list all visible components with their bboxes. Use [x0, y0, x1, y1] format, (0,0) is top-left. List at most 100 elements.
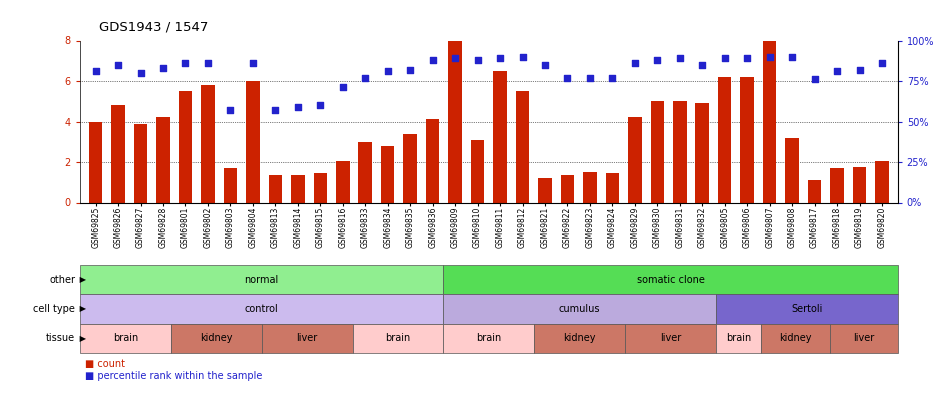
Bar: [291, 175, 305, 202]
Point: [358, 75, 373, 81]
Bar: [471, 140, 484, 202]
Text: normal: normal: [244, 275, 279, 285]
Point: [111, 62, 126, 68]
Bar: [628, 117, 642, 202]
Bar: [224, 168, 237, 202]
Bar: [358, 142, 372, 202]
Bar: [80, 294, 444, 324]
Bar: [605, 173, 619, 202]
Point: [672, 55, 687, 62]
Point: [380, 68, 395, 75]
Bar: [741, 77, 754, 202]
Bar: [171, 324, 261, 353]
Text: brain: brain: [477, 333, 501, 343]
Text: somatic clone: somatic clone: [636, 275, 704, 285]
Text: kidney: kidney: [563, 333, 596, 343]
Bar: [133, 124, 148, 202]
Bar: [761, 324, 829, 353]
Text: ■ percentile rank within the sample: ■ percentile rank within the sample: [85, 371, 262, 381]
Text: liver: liver: [296, 333, 318, 343]
Bar: [89, 122, 102, 202]
Text: ▶: ▶: [77, 275, 86, 284]
Text: cumulus: cumulus: [559, 304, 601, 314]
Point: [515, 53, 530, 60]
Text: control: control: [244, 304, 278, 314]
Point: [313, 102, 328, 109]
Bar: [516, 91, 529, 202]
Point: [717, 55, 732, 62]
Bar: [763, 40, 776, 202]
Text: GDS1943 / 1547: GDS1943 / 1547: [99, 20, 208, 33]
Text: ▶: ▶: [77, 305, 86, 313]
Point: [402, 66, 417, 73]
Bar: [539, 178, 552, 202]
Bar: [80, 265, 444, 294]
Bar: [560, 175, 574, 202]
Point: [88, 68, 103, 75]
Bar: [829, 324, 898, 353]
Bar: [156, 117, 170, 202]
Bar: [426, 119, 439, 202]
Text: ■ count: ■ count: [85, 359, 125, 369]
Point: [155, 65, 170, 71]
Bar: [716, 294, 898, 324]
Bar: [80, 324, 171, 353]
Point: [650, 57, 665, 63]
Bar: [673, 101, 686, 202]
Text: brain: brain: [726, 333, 751, 343]
Bar: [336, 161, 350, 202]
Bar: [625, 324, 716, 353]
Text: liver: liver: [660, 333, 682, 343]
Point: [560, 75, 575, 81]
Bar: [534, 324, 625, 353]
Bar: [444, 294, 716, 324]
Bar: [718, 77, 731, 202]
Point: [133, 70, 149, 76]
Text: kidney: kidney: [779, 333, 812, 343]
Point: [695, 62, 710, 68]
Bar: [448, 40, 462, 202]
Point: [223, 107, 238, 113]
Point: [785, 53, 800, 60]
Point: [874, 60, 889, 66]
Bar: [403, 134, 417, 202]
Text: brain: brain: [385, 333, 411, 343]
Point: [200, 60, 215, 66]
Bar: [807, 180, 822, 202]
Bar: [261, 324, 352, 353]
Point: [583, 75, 598, 81]
Bar: [875, 161, 888, 202]
Bar: [381, 146, 395, 202]
Point: [829, 68, 844, 75]
Point: [762, 53, 777, 60]
Bar: [179, 91, 193, 202]
Point: [538, 62, 553, 68]
Point: [336, 84, 351, 91]
Bar: [494, 71, 507, 202]
Bar: [314, 173, 327, 202]
Point: [245, 60, 260, 66]
Bar: [269, 175, 282, 202]
Point: [852, 66, 867, 73]
Point: [447, 55, 462, 62]
Bar: [650, 101, 664, 202]
Bar: [583, 172, 597, 202]
Point: [493, 55, 508, 62]
Text: cell type: cell type: [33, 304, 75, 314]
Bar: [444, 324, 534, 353]
Bar: [716, 324, 761, 353]
Bar: [352, 324, 444, 353]
Bar: [201, 85, 214, 202]
Point: [740, 55, 755, 62]
Text: tissue: tissue: [46, 333, 75, 343]
Text: brain: brain: [113, 333, 138, 343]
Point: [604, 75, 619, 81]
Point: [807, 76, 822, 83]
Point: [470, 57, 485, 63]
Point: [268, 107, 283, 113]
Text: kidney: kidney: [200, 333, 232, 343]
Bar: [246, 81, 259, 202]
Text: ▶: ▶: [77, 334, 86, 343]
Point: [425, 57, 440, 63]
Point: [627, 60, 642, 66]
